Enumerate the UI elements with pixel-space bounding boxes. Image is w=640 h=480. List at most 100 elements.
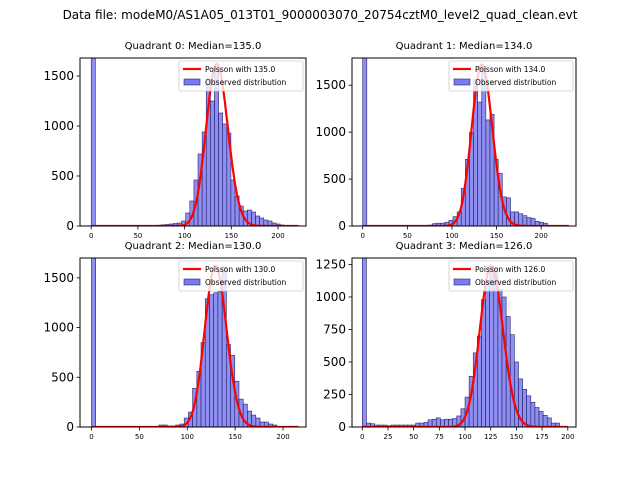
histogram-bar	[210, 100, 215, 226]
x-tick-label: 50	[133, 232, 142, 240]
y-tick-label: 1250	[315, 258, 346, 272]
legend-observed-label: Observed distribution	[475, 278, 556, 287]
legend: Poisson with 126.0 Observed distribution	[448, 260, 574, 292]
histogram-bar	[522, 215, 528, 226]
y-tick-label: 500	[323, 172, 346, 186]
plot-area	[362, 58, 569, 226]
legend-poisson-label: Poisson with 135.0	[205, 65, 275, 74]
x-tick-label: 150	[225, 232, 238, 240]
legend-observed-swatch	[453, 278, 471, 286]
y-tick-label: 500	[323, 355, 346, 369]
x-tick-label: 100	[458, 433, 471, 441]
histogram-bar	[514, 361, 519, 427]
x-tick-label: 150	[490, 232, 503, 240]
legend-observed-swatch	[183, 278, 201, 286]
x-tick-label: 125	[484, 433, 497, 441]
axes-frame	[351, 57, 577, 227]
histogram-bar	[526, 395, 532, 427]
subplot-title: Quadrant 1: Median=134.0	[396, 41, 533, 52]
histogram-bar	[90, 58, 96, 226]
x-tick-label: 0	[360, 232, 364, 240]
y-tick-label: 1500	[43, 271, 74, 285]
axes-frame	[351, 257, 577, 428]
histogram-bar	[209, 294, 214, 427]
legend-observed-label: Observed distribution	[475, 78, 556, 87]
x-tick-label: 200	[276, 433, 289, 441]
histogram-bar	[477, 101, 483, 226]
histogram-bar	[91, 258, 97, 427]
legend-box	[178, 60, 304, 92]
subplot-quadrant-3: 0 25 50 75 100 125 150 175 200 0 250 500 750 1000 1250…	[315, 241, 577, 441]
subplot-title: Quadrant 3: Median=126.0	[396, 241, 533, 252]
x-tick-label: 0	[360, 433, 364, 441]
y-tick-label: 1000	[315, 290, 346, 304]
legend-observed-label: Observed distribution	[205, 278, 286, 287]
axes-frame	[79, 257, 307, 428]
y-tick-label: 500	[51, 370, 74, 384]
x-tick-label: 100	[181, 433, 194, 441]
y-tick-label: 0	[66, 420, 74, 434]
histogram-bar	[534, 407, 540, 427]
histogram-bar	[542, 414, 548, 427]
histogram-bar	[444, 418, 449, 427]
histogram-bar	[530, 401, 536, 427]
x-tick-label: 50	[409, 433, 418, 441]
poisson-curve	[91, 62, 299, 226]
legend-poisson-label: Poisson with 130.0	[205, 265, 275, 274]
y-tick-label: 1000	[43, 119, 74, 133]
y-tick-label: 1500	[43, 69, 74, 83]
x-tick-label: 50	[135, 433, 144, 441]
histogram-bar	[485, 279, 490, 427]
poisson-curve	[362, 63, 569, 226]
x-tick-label: 100	[178, 232, 191, 240]
subplot-title: Quadrant 2: Median=130.0	[125, 241, 262, 252]
x-tick-label: 150	[510, 433, 523, 441]
histogram-bar	[362, 58, 368, 226]
legend-box	[448, 60, 574, 92]
histogram-bar	[526, 217, 532, 226]
x-tick-label: 25	[384, 433, 393, 441]
y-tick-label: 1500	[315, 78, 346, 92]
histogram-bar	[555, 422, 560, 427]
histogram-bar	[518, 213, 524, 226]
x-tick-label: 200	[561, 433, 574, 441]
histogram-bar	[213, 292, 219, 427]
x-tick-label: 0	[89, 232, 93, 240]
legend: Poisson with 130.0 Observed distribution	[178, 260, 304, 292]
x-tick-label: 100	[445, 232, 458, 240]
histogram-bar	[230, 179, 236, 226]
histogram-bar	[530, 218, 536, 226]
subplot-title: Quadrant 0: Median=135.0	[125, 41, 262, 52]
histogram-bar	[546, 417, 552, 427]
y-tick-label: 1000	[43, 321, 74, 335]
histogram-bar	[361, 258, 367, 427]
subplot-quadrant-0: 0 50 100 150 200 0 500 1000 1500 Quadrant 0: Medi…	[43, 41, 307, 240]
histogram-bar	[218, 112, 223, 226]
y-tick-label: 250	[323, 388, 346, 402]
y-tick-label: 0	[338, 420, 346, 434]
x-tick-label: 50	[403, 232, 412, 240]
legend-box	[448, 260, 574, 292]
x-tick-label: 150	[228, 433, 241, 441]
legend-poisson-label: Poisson with 134.0	[475, 65, 545, 74]
histogram-bar	[214, 67, 219, 226]
y-tick-label: 500	[51, 169, 74, 183]
histogram-bar	[435, 417, 441, 427]
x-tick-label: 175	[535, 433, 548, 441]
x-tick-label: 200	[271, 232, 284, 240]
y-tick-label: 1000	[315, 125, 346, 139]
histogram-bar	[222, 123, 228, 226]
subplot-quadrant-2: 0 50 100 150 200 0 500 1000 1500 Quadrant 2: Medi…	[43, 241, 307, 441]
x-tick-label: 0	[89, 433, 93, 441]
legend-observed-label: Observed distribution	[205, 78, 286, 87]
histogram-bar	[431, 418, 437, 427]
subplot-quadrant-1: 0 50 100 150 200 0 500 1000 1500 Quadrant 1: Medi…	[315, 41, 577, 240]
axes-frame	[79, 57, 307, 227]
legend-observed-swatch	[183, 78, 201, 86]
figure-suptitle: Data file: modeM0/AS1A05_013T01_90000030…	[62, 8, 578, 22]
histogram-bar	[501, 296, 507, 427]
y-tick-label: 0	[66, 219, 74, 233]
legend-poisson-label: Poisson with 126.0	[475, 265, 545, 274]
histogram-bar	[485, 119, 491, 226]
